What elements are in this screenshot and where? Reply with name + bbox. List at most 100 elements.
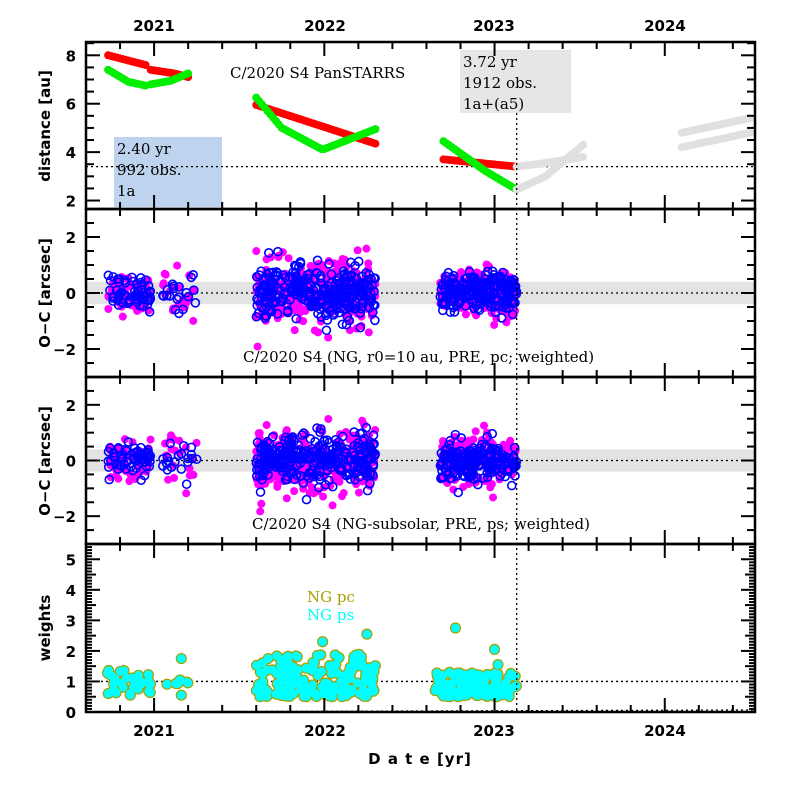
oc-ra-point: [324, 333, 333, 342]
oc-dec-point: [129, 443, 140, 453]
panel-frame: [84, 542, 757, 714]
oc-dec-point: [477, 288, 487, 299]
info-box-left-line: 1a: [117, 182, 136, 200]
oc-dec-point: [475, 443, 485, 453]
oc-dec-point: [470, 458, 481, 469]
weight-ps-point: [474, 670, 484, 680]
oc-dec-point: [455, 460, 466, 471]
data-marks: [101, 51, 754, 703]
oc-dec-point: [103, 270, 114, 281]
oc-ra-point: [328, 501, 337, 510]
oc-dec-point: [186, 272, 197, 283]
y-tick-label: 2: [66, 643, 76, 661]
weight-ps-point: [510, 682, 520, 692]
weight-ps-point: [446, 682, 455, 691]
oc-dec-point: [315, 273, 326, 283]
oc-dec-point: [365, 478, 375, 489]
oc-ra-point: [173, 261, 182, 270]
weight-ps-point: [283, 657, 293, 667]
oc-ra-point: [282, 426, 291, 435]
y-tick-label: 1: [66, 673, 76, 691]
oc-dec-point: [478, 473, 489, 483]
oc-dec-point: [368, 300, 379, 310]
oc-ra-point: [506, 436, 515, 445]
distance-point: [579, 140, 588, 149]
oc-dec-point: [190, 298, 201, 308]
oc-dec-point: [168, 281, 179, 292]
oc-dec-point: [338, 458, 348, 468]
oc-dec-point: [123, 437, 134, 447]
oc-ra-point: [284, 254, 293, 263]
oc-dec-point: [301, 494, 312, 505]
oc-dec-point: [309, 457, 319, 468]
oc-ra-point: [472, 268, 481, 277]
oc-dec-point: [109, 291, 119, 302]
weight-ps-point: [368, 674, 378, 684]
oc-dec-point: [345, 271, 356, 281]
y-tick-label: 0: [66, 453, 76, 471]
oc-ra-point: [480, 421, 489, 430]
x-tick-top-2024: 2024: [644, 17, 686, 35]
oc-ra-point: [262, 421, 271, 430]
oc-dec-point: [259, 447, 269, 457]
oc-dec-point: [172, 294, 183, 305]
oc-dec-point: [120, 290, 131, 301]
oc-dec-point: [316, 424, 326, 434]
oc-dec-point: [354, 450, 365, 461]
oc-dec-point: [452, 288, 462, 299]
oc-ra-point: [489, 493, 498, 502]
oc-dec-point: [468, 272, 478, 282]
oc-dec-point: [309, 446, 320, 457]
oc-dec-point: [252, 454, 263, 464]
oc-dec-point: [181, 479, 192, 490]
oc-ra-point: [354, 488, 363, 497]
oc-ra-point: [306, 261, 315, 270]
oc-dec-point: [258, 274, 268, 285]
info-box-left-line: 992 obs.: [117, 161, 182, 179]
weight-ps-point: [461, 670, 471, 680]
info-box-left: [114, 137, 222, 207]
oc-dec-point: [326, 278, 337, 288]
oc-dec-point: [464, 471, 475, 481]
oc-dec-point: [507, 480, 517, 491]
weight-ps-point: [493, 660, 503, 670]
oc-dec-point: [369, 439, 379, 449]
weight-ps-point: [111, 688, 121, 698]
oc-dec-point: [142, 295, 153, 306]
oc-dec-point: [320, 479, 331, 490]
weight-ps-point: [482, 670, 492, 679]
weight-ps-point: [317, 667, 326, 677]
oc-dec-point: [336, 442, 347, 453]
weight-ps-point: [276, 657, 286, 666]
oc-ra-point: [185, 471, 194, 480]
oc-dec-point: [178, 440, 189, 451]
weight-ps-point: [361, 673, 371, 683]
oc-dec-point: [354, 284, 364, 294]
oc-dec-point: [314, 441, 325, 451]
y-tick-label: −2: [53, 341, 76, 359]
oc-dec-point: [321, 325, 332, 336]
oc-dec-point: [321, 302, 332, 312]
oc-dec-point: [264, 248, 274, 258]
oc-dec-point: [495, 471, 506, 481]
weight-ps-point: [323, 679, 333, 689]
oc-dec-point: [176, 464, 187, 474]
oc-dec-point: [442, 460, 452, 470]
weight-ps-point: [312, 651, 322, 660]
y-tick-label: 0: [66, 704, 76, 722]
oc-dec-point: [462, 454, 473, 465]
weight-ps-point: [109, 679, 119, 689]
weight-ps-point: [336, 677, 346, 687]
oc-dec-point: [453, 458, 463, 468]
weight-ps-point: [362, 629, 372, 639]
oc-dec-point: [272, 268, 283, 278]
oc-dec-point: [441, 271, 451, 282]
weight-ps-point: [339, 691, 349, 701]
oc-dec-point: [449, 307, 460, 317]
oc-dec-point: [266, 306, 277, 317]
oc-dec-point: [178, 304, 188, 315]
oc-dec-point: [345, 474, 356, 484]
oc-dec-point: [328, 458, 338, 469]
distance-point: [184, 69, 193, 78]
oc-dec-point: [474, 305, 485, 316]
